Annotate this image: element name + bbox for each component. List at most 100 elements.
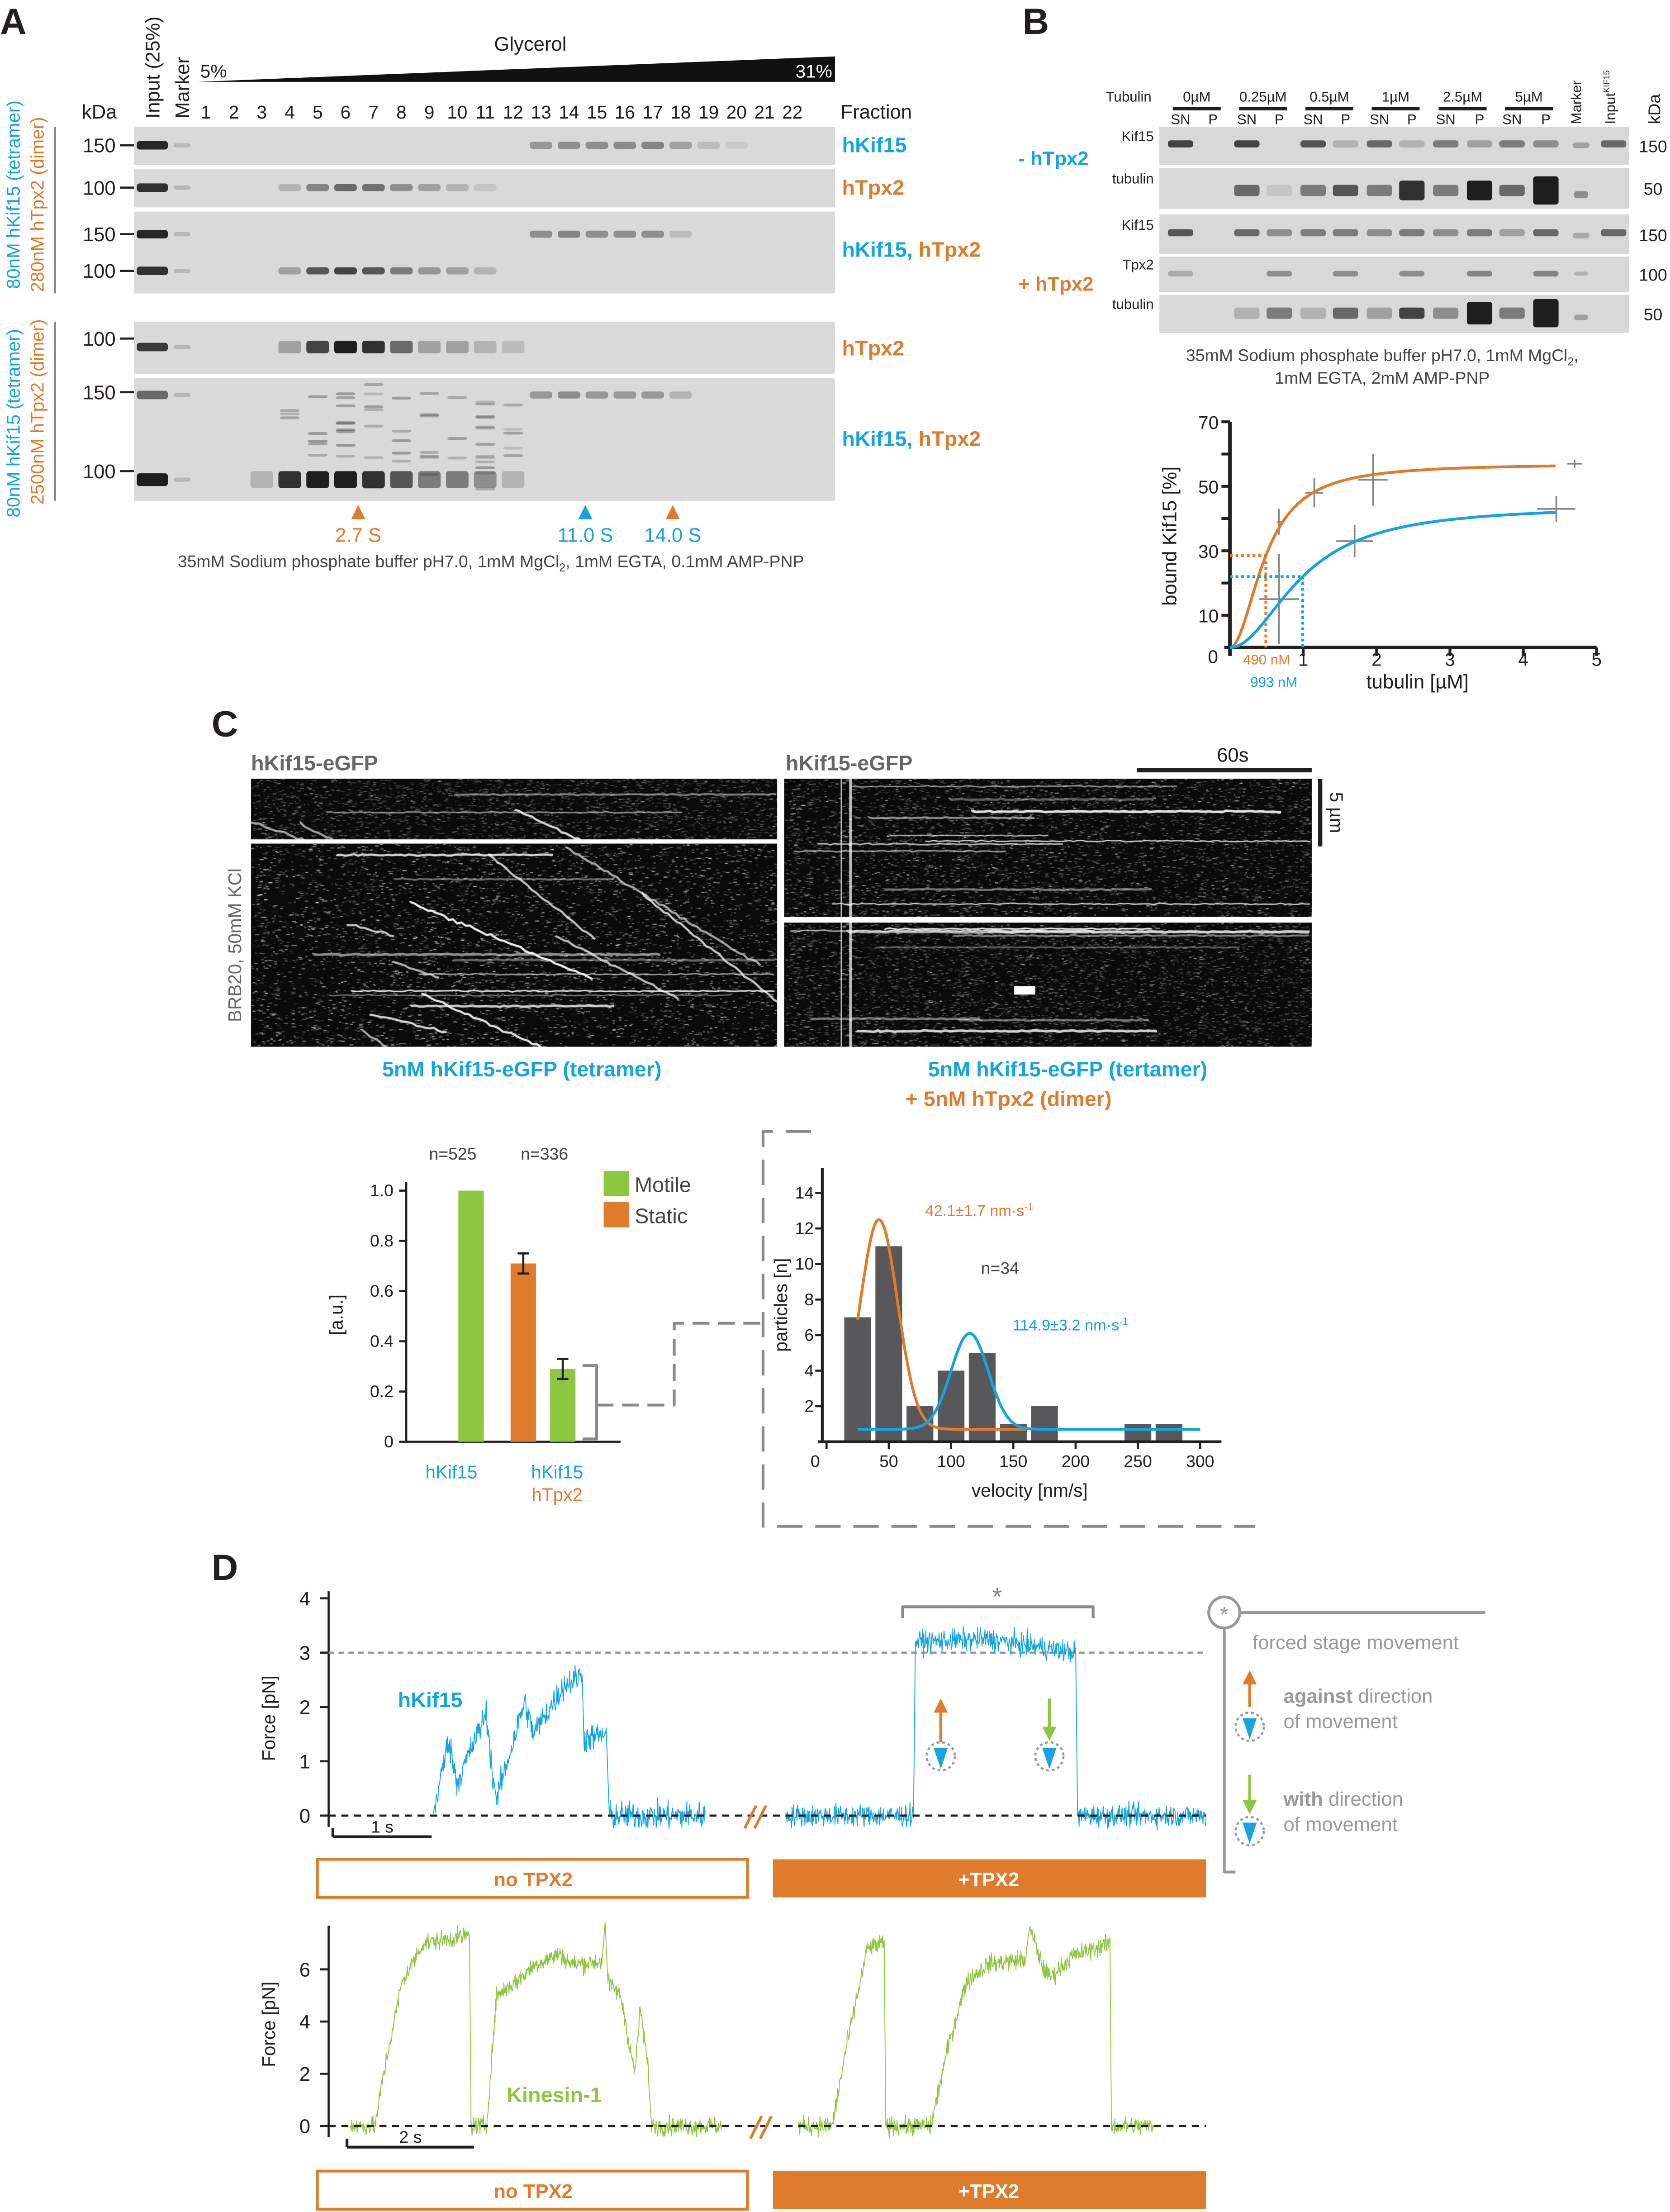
plus-tpx2-bar — [773, 2171, 1206, 2209]
gel-band — [503, 454, 523, 457]
panel-b-caption-line1: 35mM Sodium phosphate buffer pH7.0, 1mM … — [1186, 346, 1579, 368]
glycerol-gradient-wedge — [197, 56, 835, 82]
gel-band — [306, 471, 329, 488]
gel-band — [669, 142, 692, 149]
gel-band — [278, 267, 301, 275]
stage-direction-icon — [934, 1748, 948, 1769]
row-label-hkif15-htpx2: hKif15, hTpx2 — [842, 238, 981, 261]
label-part: hTpx2 — [842, 337, 905, 360]
gel-band — [1399, 140, 1425, 147]
gel-band — [557, 391, 580, 399]
y-tick-label: 4 — [299, 1588, 310, 1610]
fraction-number: 13 — [531, 102, 551, 123]
gel-band — [1300, 229, 1326, 237]
supernatant-label: SN — [1171, 111, 1190, 127]
tubulin-concentration: 0.5µM — [1309, 89, 1349, 105]
supernatant-label: SN — [1436, 111, 1455, 127]
gel-band — [474, 267, 497, 275]
gel-band — [334, 184, 357, 191]
kymograph-title-left: hKif15-eGFP — [251, 751, 378, 775]
gel-band — [1466, 271, 1493, 277]
rest-part: direction — [1323, 1788, 1403, 1810]
y-tick-label: 6 — [804, 1325, 814, 1344]
gel-band — [474, 471, 497, 488]
kymograph-caption-right-tpx2: + 5nM hTpx2 (dimer) — [905, 1087, 1111, 1111]
gel-band — [1574, 191, 1589, 199]
arrow-head — [934, 1698, 948, 1713]
gel-band — [308, 395, 328, 399]
gel-band — [363, 392, 384, 395]
gel-strip — [1159, 257, 1629, 292]
zoom-connector — [596, 1322, 763, 1407]
sedimentation-peak-marker — [578, 505, 593, 519]
gel-band — [1601, 140, 1627, 147]
condition-minus-tpx2: - hTpx2 — [1018, 147, 1088, 170]
glycerol-label: Glycerol — [494, 33, 566, 55]
trace-label-hkif15: hKif15 — [398, 1688, 463, 1712]
y-tick-label: 70 — [1198, 412, 1219, 433]
pellet-label: P — [1407, 111, 1417, 127]
y-axis-title: [a.u.] — [326, 1294, 347, 1335]
x-tick-label: 1 — [1298, 649, 1309, 670]
force-trace-plus-tpx2 — [785, 1626, 1206, 1831]
supernatant-label: SN — [1502, 111, 1522, 127]
fraction-number: 2 — [229, 102, 239, 123]
gel-row-label: Tpx2 — [1122, 257, 1153, 273]
gel-band — [418, 184, 441, 191]
gel-band — [363, 405, 384, 409]
y-tick-label: 14 — [795, 1183, 814, 1202]
x-label-hkif15: hKif15 — [425, 1462, 477, 1483]
gel-band — [697, 142, 720, 149]
gel-band — [669, 391, 692, 399]
gel-band — [1399, 307, 1425, 319]
fraction-number: 5 — [313, 102, 323, 123]
supernatant-label: SN — [1303, 111, 1323, 127]
kda-label: kDa — [82, 101, 117, 123]
gel-band — [475, 400, 495, 404]
gel-band — [1267, 185, 1292, 196]
gel-band — [1499, 140, 1525, 147]
gel-band — [1234, 185, 1260, 196]
gel-band — [475, 455, 495, 458]
fraction-number: 11 — [476, 102, 495, 123]
gel-band — [278, 340, 301, 354]
gel-band — [557, 230, 580, 238]
row-label-htpx2: hTpx2 — [842, 176, 905, 199]
gel-band — [503, 404, 523, 407]
gel-band — [137, 141, 168, 150]
legend-forced-stage-movement: forced stage movement — [1252, 1632, 1459, 1654]
y-tick-label: 1.0 — [370, 1181, 394, 1200]
gel-band — [1333, 271, 1358, 277]
fit-text: 114.9±3.2 nm·s — [1013, 1317, 1119, 1334]
gel-band — [173, 268, 190, 273]
pellet-label: P — [1275, 111, 1284, 127]
histogram-bar — [875, 1246, 902, 1442]
sedimentation-peak-marker — [351, 505, 365, 519]
pellet-label: P — [1541, 111, 1551, 127]
legend-against-icon — [1234, 1670, 1265, 1742]
y-axis-title: Force [pN] — [258, 1982, 279, 2067]
gel-band — [250, 471, 273, 488]
gel-band — [336, 404, 356, 408]
bar-hkif15-htpx2-motile — [550, 1369, 576, 1442]
x-tick-label: 200 — [1062, 1452, 1090, 1471]
gel-band — [447, 396, 467, 399]
gel-band — [336, 396, 356, 400]
fraction-number: 19 — [698, 102, 719, 123]
panel-a-caption: 35mM Sodium phosphate buffer pH7.0, 1mM … — [178, 552, 804, 574]
fraction-number: 3 — [256, 102, 267, 123]
legend-of-movement: of movement — [1284, 1711, 1398, 1733]
fraction-number: 12 — [503, 102, 523, 123]
gel-band — [1572, 142, 1590, 148]
supernatant-label: SN — [1370, 111, 1389, 127]
gel-band — [173, 143, 190, 147]
gel-band — [1533, 229, 1559, 237]
kymograph-hkif15-htpx2-top — [784, 779, 1312, 917]
label-part: hKif15 — [842, 133, 907, 157]
gel-band — [557, 142, 580, 149]
gel-band — [419, 455, 440, 458]
gel-band — [725, 142, 748, 149]
panel-label-d: D — [212, 1547, 238, 1588]
legend-star: * — [1220, 1602, 1229, 1627]
fraction-number: 20 — [726, 102, 747, 123]
